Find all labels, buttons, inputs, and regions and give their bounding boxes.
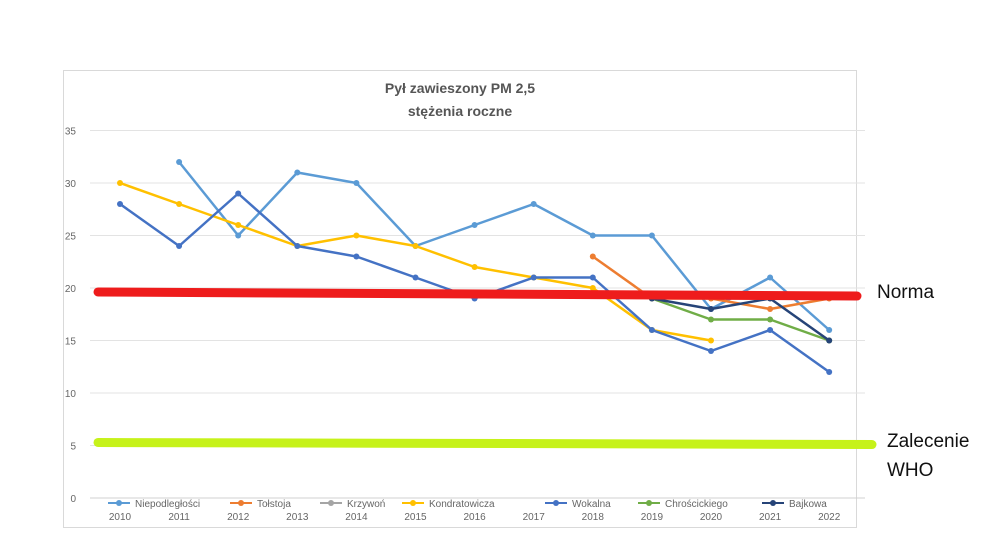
y-tick-label: 15 [65,337,77,348]
series-4-point [708,348,714,354]
series-3-point [471,264,478,270]
series-1-point [589,253,596,260]
reference-line-0 [93,287,862,301]
series-3-point [589,285,596,291]
series-0-point [530,201,537,207]
series-4-point [353,253,360,260]
series-4-point [826,369,833,375]
who-label-line1: Zalecenie [887,431,970,452]
series-3-point [235,222,242,228]
legend-swatch-marker [553,500,559,506]
series-0-point [589,232,596,239]
chart-subtitle: stężenia roczne [407,103,513,119]
series-3-point [353,232,360,239]
series-1-point [767,306,774,312]
reference-line-1 [93,438,877,449]
series-4-point [176,243,183,249]
series-0-point [767,274,774,281]
norma-label: Norma [877,282,935,303]
legend-entry: Niepodległości [135,499,200,510]
series-5-point [767,316,774,323]
series-4-point [530,274,537,281]
series-0-point [353,180,360,186]
y-tick-label: 25 [65,232,77,243]
y-tick-label: 10 [65,389,77,400]
legend-swatch-marker [328,500,334,506]
x-tick-label: 2014 [345,512,368,523]
legend-swatch-marker [410,500,416,506]
legend-entry: Tołstoja [257,499,291,510]
x-tick-label: 2010 [109,512,132,523]
x-tick-label: 2022 [818,512,841,523]
x-tick-label: 2016 [463,512,486,523]
x-tick-label: 2011 [168,512,190,523]
legend-entry: Bajkowa [789,499,827,510]
series-0-line [178,161,831,331]
series-6-line [651,297,830,342]
series-4-point [767,327,774,333]
series-4-point [235,190,242,197]
series-4-point [589,274,596,281]
x-tick-label: 2017 [523,512,546,523]
series-3-point [412,243,419,249]
y-tick-label: 5 [70,442,76,453]
series-4-point [294,243,301,249]
series-0-point [648,232,655,239]
legend-entry: Krzywoń [347,499,385,510]
series-6-point [826,337,833,344]
legend-swatch-marker [238,500,244,506]
series-3-point [708,337,714,344]
series-3-point [176,201,183,207]
x-tick-label: 2013 [286,512,309,523]
who-label: Zalecenie WHO [887,427,969,485]
legend-swatch-marker [646,500,652,506]
x-tick-label: 2020 [700,512,723,523]
series-3-point [117,180,123,186]
legend-entry: Wokalna [572,499,611,510]
series-0-point [826,327,833,333]
series-6-point [708,306,714,312]
legend-entry: Chrościckiego [665,499,728,510]
series-4-point [412,274,419,281]
series-3-line [119,181,712,342]
series-0-point [471,222,478,228]
series-4-point [648,327,655,333]
y-tick-label: 20 [65,284,77,295]
x-tick-label: 2019 [641,512,664,523]
y-tick-label: 35 [65,127,77,138]
y-tick-label: 30 [65,179,77,190]
series-5-line [651,297,830,342]
legend-swatch-marker [770,500,776,506]
series-0-point [176,159,183,165]
x-tick-label: 2021 [759,512,782,523]
x-tick-label: 2018 [582,512,605,523]
series-5-point [708,316,714,323]
legend-entry: Kondratowicza [429,499,495,510]
y-tick-label: 0 [70,494,76,505]
legend-swatch-marker [116,500,122,506]
who-label-line2: WHO [887,460,934,481]
x-tick-label: 2015 [404,512,427,523]
series-0-point [235,232,242,239]
chart-title: Pył zawieszony PM 2,5 [384,80,536,96]
series-0-point [294,169,301,176]
x-tick-label: 2012 [227,512,250,523]
series-4-point [117,201,123,207]
